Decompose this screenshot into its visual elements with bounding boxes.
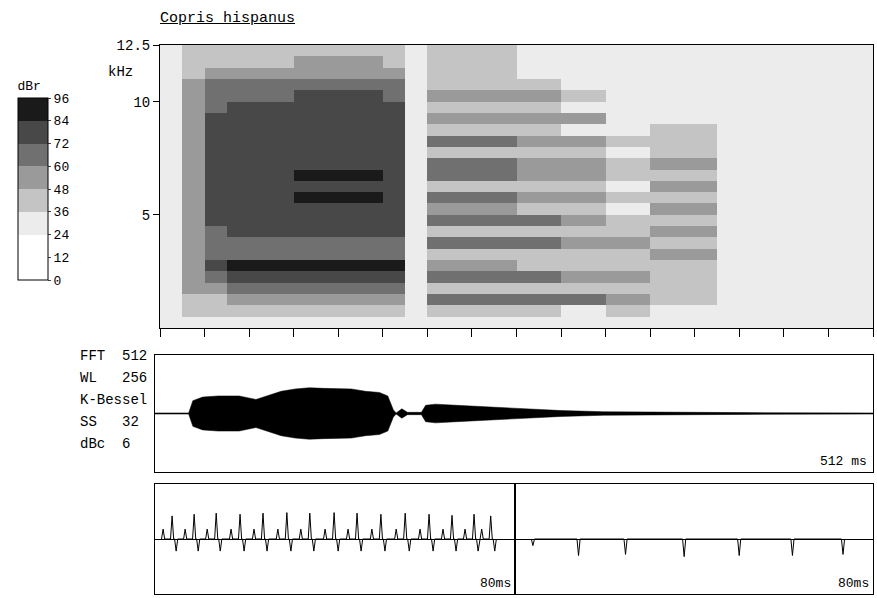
html-text:FFT 512 WL 256 K-Bessel SS 32: FFT 512 WL 256 K-Bessel SS 32 dBc 6 [80,348,148,452]
svg-text:80ms: 80ms [838,576,869,591]
svg-text:10: 10 [133,95,150,111]
html-text:Copris hispanus: Copris hispanus [160,10,295,27]
svg-text:80ms: 80ms [480,576,511,591]
svg-text:12.5: 12.5 [117,38,151,54]
svg-text:60: 60 [54,160,70,175]
svg-text:72: 72 [54,137,70,152]
svg-text:36: 36 [54,205,70,220]
svg-text:dBr: dBr [18,79,41,94]
svg-text:12: 12 [54,251,70,266]
svg-text:84: 84 [54,114,70,129]
svg-text:48: 48 [54,183,70,198]
svg-text:512 ms: 512 ms [820,454,867,469]
svg-text:24: 24 [54,228,70,243]
svg-text:0: 0 [54,274,62,289]
svg-text:96: 96 [54,92,70,107]
html-text:kHz: kHz [108,64,134,80]
svg-text:5: 5 [142,208,150,224]
